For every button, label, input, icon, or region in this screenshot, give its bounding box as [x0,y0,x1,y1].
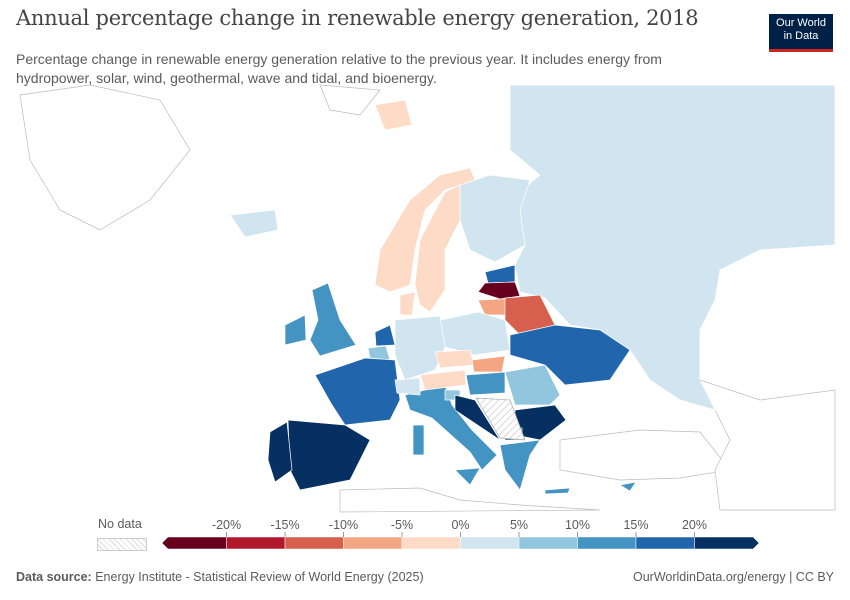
logo-line1: Our World [776,17,826,29]
legend-bin[interactable] [460,536,520,550]
legend-no-data-swatch [97,538,147,551]
legend-bin[interactable] [161,536,227,550]
legend-bin[interactable] [284,536,344,550]
source-text: Energy Institute - Statistical Review of… [95,570,424,584]
legend-bin[interactable] [694,536,760,550]
legend-bin[interactable] [577,536,637,550]
country-latvia[interactable] [477,281,521,300]
country-sweden[interactable] [414,184,461,313]
country-hungary[interactable] [465,371,506,396]
country-united-kingdom[interactable] [309,282,357,357]
country-ukraine[interactable] [509,324,631,386]
country-romania[interactable] [504,364,561,406]
legend-tick-label: -10% [329,518,358,532]
legend-tick-label: 0% [451,518,469,532]
country-iceland[interactable] [229,209,279,238]
legend-bin[interactable] [401,536,461,550]
legend-no-data-label: No data [98,517,142,531]
country-spain[interactable] [287,419,371,491]
legend-tick-label: 10% [565,518,590,532]
legend-tick-label: -5% [391,518,413,532]
country-croatia[interactable] [454,394,501,441]
legend-tick-label: 5% [510,518,528,532]
country-slovakia[interactable] [471,355,506,373]
country-cyprus[interactable] [619,481,637,492]
country-denmark[interactable] [399,291,416,316]
owid-logo[interactable]: Our World in Data [769,14,833,52]
chart-subtitle: Percentage change in renewable energy ge… [16,51,662,86]
country-ireland[interactable] [284,314,307,346]
legend-tick-label: 15% [623,518,648,532]
source-label: Data source: [16,570,92,584]
country-poland[interactable] [439,311,511,356]
country-netherlands[interactable] [374,324,396,347]
chart-title: Annual percentage change in renewable en… [16,6,699,30]
country-france[interactable] [314,357,401,426]
country-estonia[interactable] [484,264,516,284]
legend-tick-label: -15% [270,518,299,532]
legend-bin[interactable] [635,536,695,550]
country-switzerland[interactable] [394,377,421,396]
country-austria[interactable] [419,369,467,391]
legend-bin[interactable] [343,536,403,550]
logo-line2: in Data [783,30,819,42]
color-legend: -20% -15% -10% -5% 0% 5% 10% 15% 20% [161,518,760,550]
legend-tick-label: -20% [212,518,241,532]
footer-link[interactable]: OurWorldinData.org/energy | CC BY [632,570,834,584]
country-serbia[interactable] [475,397,526,441]
country-portugal[interactable] [267,421,293,483]
country-belgium[interactable] [367,345,391,361]
data-source: Data source: Energy Institute - Statisti… [16,570,424,584]
country-svalbard[interactable] [374,99,413,131]
country-finland[interactable] [459,174,531,263]
country-czechia[interactable] [434,349,475,369]
country-germany[interactable] [394,315,446,381]
legend-bin[interactable] [518,536,578,550]
legend-bin[interactable] [226,536,286,550]
country-greece[interactable] [499,439,571,495]
legend-tick-label: 20% [682,518,707,532]
